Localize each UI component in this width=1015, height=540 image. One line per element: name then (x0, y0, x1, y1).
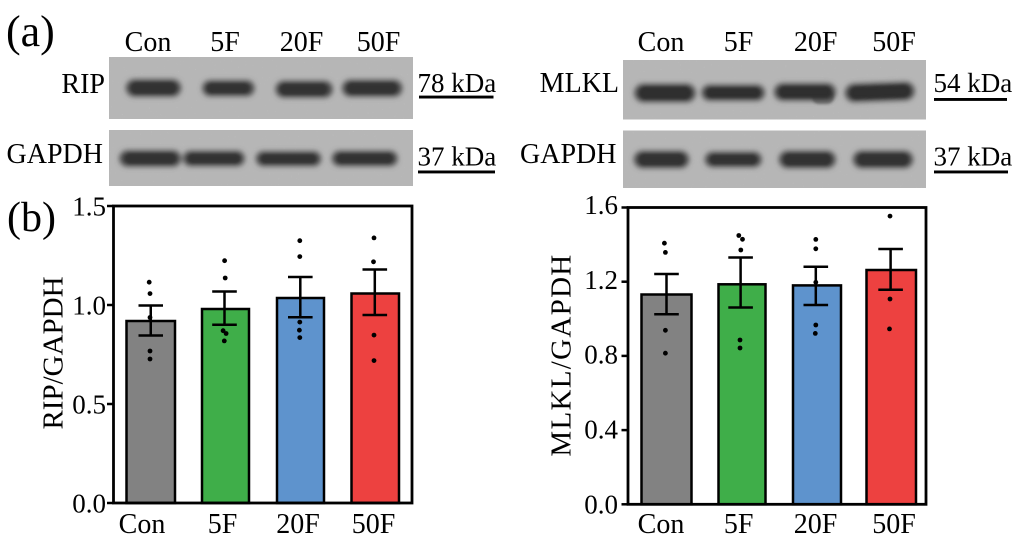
svg-text:RIP/GAPDH: RIP/GAPDH (38, 276, 70, 429)
svg-text:20F: 20F (276, 509, 320, 540)
svg-text:50F: 50F (872, 509, 916, 540)
svg-text:5F: 5F (724, 27, 754, 58)
svg-text:MLKL/GAPDH: MLKL/GAPDH (546, 253, 578, 456)
svg-text:54 kDa: 54 kDa (934, 68, 1013, 98)
svg-text:0.0: 0.0 (584, 490, 618, 520)
svg-text:GAPDH: GAPDH (520, 139, 616, 170)
svg-text:Con: Con (125, 27, 172, 58)
svg-text:5F: 5F (210, 27, 240, 58)
svg-text:(a): (a) (6, 7, 55, 56)
svg-text:GAPDH: GAPDH (7, 139, 103, 170)
svg-text:RIP: RIP (61, 69, 105, 100)
svg-text:0.8: 0.8 (584, 340, 618, 370)
svg-text:37 kDa: 37 kDa (934, 142, 1013, 172)
svg-text:1.0: 1.0 (72, 290, 106, 320)
svg-text:37 kDa: 37 kDa (418, 142, 497, 172)
svg-text:1.6: 1.6 (584, 190, 618, 220)
svg-text:Con: Con (119, 509, 166, 540)
svg-text:0.4: 0.4 (584, 415, 618, 445)
svg-text:5F: 5F (208, 509, 238, 540)
svg-text:50F: 50F (352, 509, 396, 540)
svg-text:0.5: 0.5 (72, 389, 106, 419)
svg-text:50F: 50F (357, 27, 401, 58)
svg-text:20F: 20F (794, 27, 838, 58)
svg-text:MLKL: MLKL (540, 68, 619, 99)
svg-text:Con: Con (638, 509, 685, 540)
svg-text:20F: 20F (794, 509, 838, 540)
svg-text:Con: Con (638, 27, 685, 58)
svg-text:5F: 5F (724, 509, 754, 540)
svg-text:1.2: 1.2 (584, 265, 618, 295)
svg-text:20F: 20F (280, 27, 324, 58)
svg-text:50F: 50F (872, 27, 916, 58)
svg-text:78 kDa: 78 kDa (418, 68, 497, 98)
svg-text:(b): (b) (7, 195, 56, 241)
svg-text:0.0: 0.0 (72, 488, 106, 518)
svg-text:1.5: 1.5 (72, 191, 106, 221)
